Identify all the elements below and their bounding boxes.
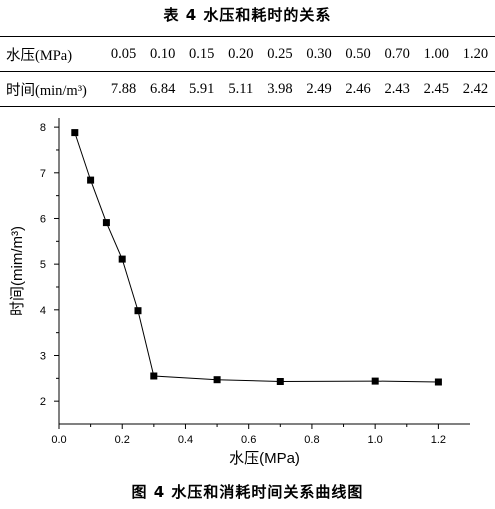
data-point	[134, 307, 142, 315]
table-cell: 6.84	[143, 71, 183, 107]
data-point	[276, 378, 284, 385]
ticks: 0.0 0.2 0.4 0.6 0.8 1.0 1.2 2 3 4 5 6 7 8	[40, 122, 446, 446]
row-header: 水压(MPa)	[0, 36, 104, 72]
x-tick-label: 0.4	[178, 434, 193, 446]
table-cell: 2.45	[416, 71, 456, 107]
y-tick-label: 4	[40, 305, 46, 317]
data-point	[87, 176, 95, 184]
chart-svg: 0.0 0.2 0.4 0.6 0.8 1.0 1.2 2 3 4 5 6 7 8 水压(MPa) 时间(…	[9, 118, 470, 467]
data-point	[371, 377, 379, 385]
table-row: 时间(min/m³) 7.88 6.84 5.91 5.11 3.98 2.49…	[0, 71, 495, 107]
table-cell: 0.15	[182, 36, 222, 72]
data-point	[102, 219, 110, 227]
y-tick-label: 6	[40, 213, 46, 225]
table-cell: 0.50	[338, 36, 378, 72]
data-point	[213, 376, 221, 384]
table-title: 表 4 水压和耗时的关系	[163, 6, 332, 24]
figure-caption: 图 4 水压和消耗时间关系曲线图	[131, 483, 364, 501]
y-tick-label: 2	[40, 396, 46, 408]
x-axis-label: 水压(MPa)	[229, 450, 300, 466]
y-tick-label: 5	[40, 259, 46, 271]
table-cell: 3.98	[260, 71, 300, 107]
table-cell: 1.00	[416, 36, 456, 72]
data-table: 水压(MPa) 0.05 0.10 0.15 0.20 0.25 0.30 0.…	[0, 36, 495, 107]
data-point	[118, 255, 126, 263]
table-cell: 0.30	[299, 36, 339, 72]
table-cell: 2.46	[338, 71, 378, 107]
y-tick-label: 7	[40, 168, 46, 180]
y-tick-label: 3	[40, 350, 46, 362]
series-line	[74, 132, 439, 383]
table-cell: 5.91	[182, 71, 222, 107]
x-tick-label: 1.0	[368, 434, 383, 446]
table-cell: 1.20	[455, 36, 495, 72]
series	[71, 129, 442, 386]
table-cell: 2.42	[455, 71, 495, 107]
x-tick-label: 0.0	[51, 434, 66, 446]
row-header: 时间(min/m³)	[0, 71, 104, 107]
data-point	[150, 372, 158, 380]
table-cell: 7.88	[104, 71, 144, 107]
axes	[58, 118, 470, 425]
table-cell: 5.11	[221, 71, 261, 107]
x-tick-label: 0.8	[304, 434, 319, 446]
table-cell: 0.05	[104, 36, 144, 72]
data-point	[434, 378, 442, 386]
data-point	[71, 129, 79, 137]
table-cell: 0.10	[143, 36, 183, 72]
y-axis-label: 时间(mim/m³)	[9, 226, 26, 316]
table-cell: 2.49	[299, 71, 339, 107]
x-tick-label: 1.2	[431, 434, 446, 446]
table-cell: 0.70	[377, 36, 417, 72]
x-tick-label: 0.6	[241, 434, 256, 446]
y-tick-label: 8	[40, 122, 46, 134]
table-cell: 0.25	[260, 36, 300, 72]
table-row: 水压(MPa) 0.05 0.10 0.15 0.20 0.25 0.30 0.…	[0, 36, 495, 72]
chart: 0.0 0.2 0.4 0.6 0.8 1.0 1.2 2 3 4 5 6 7 8 水压(MPa) 时间(…	[0, 106, 495, 467]
table-cell: 0.20	[221, 36, 261, 72]
table-cell: 2.43	[377, 71, 417, 107]
x-tick-label: 0.2	[115, 434, 130, 446]
